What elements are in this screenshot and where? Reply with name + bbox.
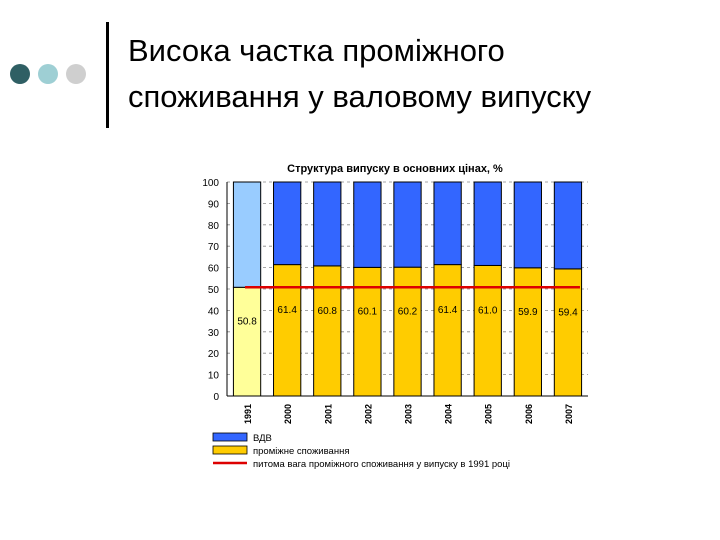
dot-teal <box>38 64 58 84</box>
y-tick-label: 20 <box>208 349 220 360</box>
bar-intermediate-2004 <box>433 264 462 397</box>
bar-gva-2000 <box>273 181 302 266</box>
bar-intermediate-2005 <box>473 264 502 397</box>
data-label-1991: 50.8 <box>237 317 257 328</box>
chart-title: Структура випуску в основних цінах, % <box>287 163 503 175</box>
y-tick-label: 40 <box>208 306 220 317</box>
bar-gva-2002 <box>353 181 382 268</box>
data-label-2003: 60.2 <box>398 306 418 317</box>
x-tick-label-2006: 2006 <box>524 404 534 424</box>
x-tick-label-2004: 2004 <box>444 404 454 424</box>
x-tick-label-2001: 2001 <box>323 404 333 424</box>
y-tick-label: 30 <box>208 328 220 339</box>
bar-gva-2007 <box>553 181 583 270</box>
data-label-2004: 61.4 <box>438 305 458 316</box>
slide-title-line1: Висока частка проміжного <box>128 33 505 68</box>
title-divider <box>106 22 109 128</box>
y-tick-label: 50 <box>208 285 220 296</box>
y-tick-label: 80 <box>208 221 220 232</box>
bar-gva-2006 <box>513 181 542 269</box>
slide-title: Висока частка проміжного споживання у ва… <box>128 28 713 120</box>
bar-gva-2004 <box>433 181 462 266</box>
x-tick-label-2005: 2005 <box>484 404 494 424</box>
bar-gva-1991 <box>232 181 262 288</box>
legend-intermediate-swatch <box>212 445 248 455</box>
y-tick-label: 10 <box>208 371 220 382</box>
bar-intermediate-2006 <box>513 267 542 397</box>
data-label-2007: 59.4 <box>558 307 578 318</box>
data-label-2002: 60.1 <box>358 307 378 318</box>
legend-gva-label: ВДВ <box>253 433 272 444</box>
x-tick-label-1991: 1991 <box>243 404 253 424</box>
y-tick-label: 60 <box>208 264 220 275</box>
decorative-dots <box>10 64 86 84</box>
slide-title-line2: споживання у валовому випуску <box>128 79 592 114</box>
y-tick-label: 70 <box>208 242 220 253</box>
dot-dark <box>10 64 30 84</box>
x-tick-label-2000: 2000 <box>283 404 293 424</box>
data-label-2005: 61.0 <box>478 306 498 317</box>
x-tick-label-2002: 2002 <box>363 404 373 424</box>
bar-intermediate-2001 <box>313 265 342 397</box>
data-label-2001: 60.8 <box>318 306 338 317</box>
y-tick-label: 90 <box>208 199 220 210</box>
bar-intermediate-2007 <box>553 268 583 397</box>
legend-intermediate-label: проміжне споживання <box>253 446 349 457</box>
data-label-2006: 59.9 <box>518 307 538 318</box>
bar-intermediate-1991 <box>232 286 262 397</box>
y-tick-label: 100 <box>202 178 219 189</box>
bar-gva-2005 <box>473 181 502 266</box>
x-tick-label-2003: 2003 <box>404 404 414 424</box>
dot-grey <box>66 64 86 84</box>
legend-reference-label: питома вага проміжного споживання у випу… <box>253 459 510 470</box>
bar-intermediate-2000 <box>273 264 302 397</box>
bar-gva-2001 <box>313 181 342 267</box>
legend-gva-swatch <box>212 432 248 442</box>
data-label-2000: 61.4 <box>277 305 297 316</box>
x-tick-label-2007: 2007 <box>564 404 574 424</box>
y-tick-label: 0 <box>213 392 219 403</box>
bar-gva-2003 <box>393 181 422 268</box>
